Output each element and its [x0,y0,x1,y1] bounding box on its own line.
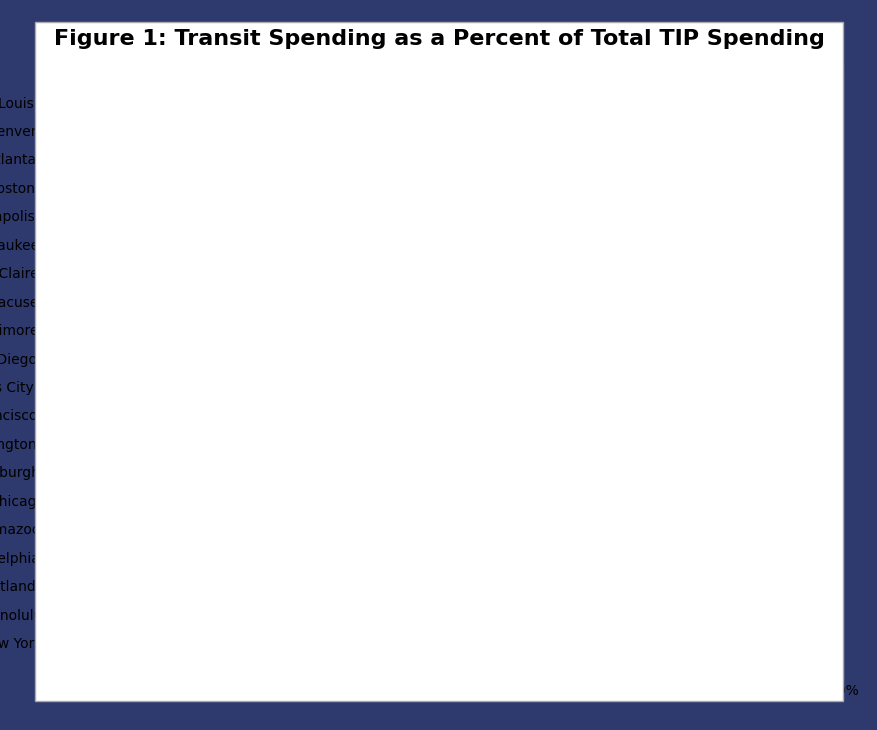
Text: 15%: 15% [223,95,253,109]
Text: 28%: 28% [348,351,379,365]
Text: 21%: 21% [281,180,311,194]
Bar [70,549,533,566]
Bar [70,179,273,196]
Bar [70,321,331,338]
Bar [70,122,225,139]
Bar [70,207,321,224]
Text: 38%: 38% [445,408,475,422]
Bar [70,150,263,167]
Text: 27%: 27% [339,294,369,308]
Text: 49%: 49% [551,579,581,593]
Text: 27%: 27% [339,323,369,337]
Bar [70,520,475,537]
Bar [70,605,707,623]
Bar [70,293,331,310]
Text: 48%: 48% [541,550,572,564]
Text: 39%: 39% [454,437,485,450]
Bar [70,634,794,651]
Bar [70,407,437,423]
Text: 26%: 26% [329,266,360,280]
Bar [70,464,456,480]
Text: Figure 1: Transit Spending as a Percent of Total TIP Spending: Figure 1: Transit Spending as a Percent … [53,29,824,49]
Text: 42%: 42% [483,522,514,536]
Text: 31%: 31% [377,380,408,393]
Bar [70,93,215,111]
Text: 66%: 66% [715,607,745,621]
Bar [70,350,340,366]
Text: 75%: 75% [802,636,832,650]
Bar [70,264,321,281]
Bar [70,378,369,395]
Text: 41%: 41% [474,493,504,507]
Text: 40%: 40% [464,465,495,479]
Bar [70,236,321,253]
Text: 20%: 20% [271,152,302,166]
Bar [70,577,543,594]
Bar [70,492,466,509]
Text: 26%: 26% [329,209,360,223]
Text: 16%: 16% [232,123,263,137]
Text: 26%: 26% [329,237,360,251]
Bar [70,435,446,452]
